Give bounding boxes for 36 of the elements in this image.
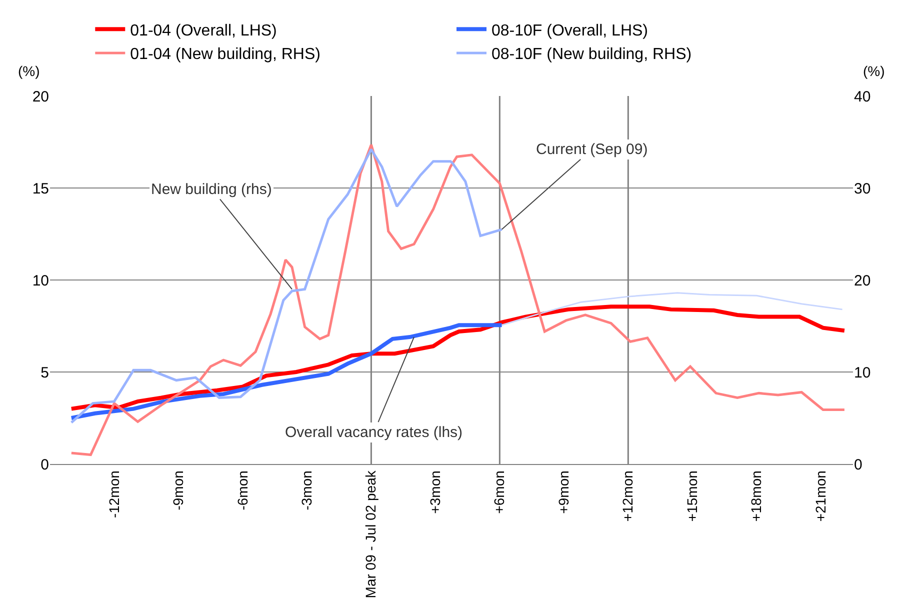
y-tick-label: 10 <box>32 272 49 290</box>
y-tick-label: 0 <box>40 456 49 474</box>
line-series <box>69 323 504 420</box>
x-tick-label: +15mon <box>684 470 700 522</box>
y-tick-label: 5 <box>40 364 49 382</box>
line-series <box>70 144 846 456</box>
legend-label: 08-10F (Overall, LHS) <box>492 22 648 40</box>
y2-tick-label: 10 <box>854 364 871 382</box>
legend-label: 01-04 (New building, RHS) <box>130 46 320 64</box>
x-tick-label: +18mon <box>748 470 764 522</box>
annotation: New building (rhs) <box>151 181 272 198</box>
x-tick-label: Mar 09 - Jul 02 peak <box>362 470 379 598</box>
x-tick-label: -12mon <box>106 470 122 518</box>
y2-tick-label: 0 <box>854 456 862 474</box>
line-series <box>69 304 846 411</box>
x-tick-label: +21mon <box>812 470 828 522</box>
line-series <box>501 292 844 326</box>
y2-tick-label: 20 <box>854 272 871 290</box>
legend-label: 01-04 (Overall, LHS) <box>130 22 277 40</box>
x-tick-label: -3mon <box>298 470 315 510</box>
legend-label: 08-10F (New building, RHS) <box>492 46 692 64</box>
y-tick-label: 15 <box>32 180 49 198</box>
x-tick-label: +9mon <box>555 470 572 514</box>
x-tick-label: -6mon <box>234 470 250 510</box>
x-tick-label: +6mon <box>491 470 508 514</box>
x-tick-label: +3mon <box>426 470 443 514</box>
line-series <box>70 148 504 424</box>
y-axis-title: (%) <box>18 63 40 79</box>
annotation: Current (Sep 09) <box>536 141 648 158</box>
x-tick-label: -9mon <box>170 470 186 510</box>
y-tick-label: 20 <box>32 88 49 106</box>
y2-tick-label: 30 <box>854 180 871 198</box>
y2-axis-title: (%) <box>863 63 885 79</box>
annotation: Overall vacancy rates (lhs) <box>285 424 463 441</box>
x-tick-label: +12mon <box>620 470 636 522</box>
y2-tick-label: 40 <box>854 88 871 106</box>
